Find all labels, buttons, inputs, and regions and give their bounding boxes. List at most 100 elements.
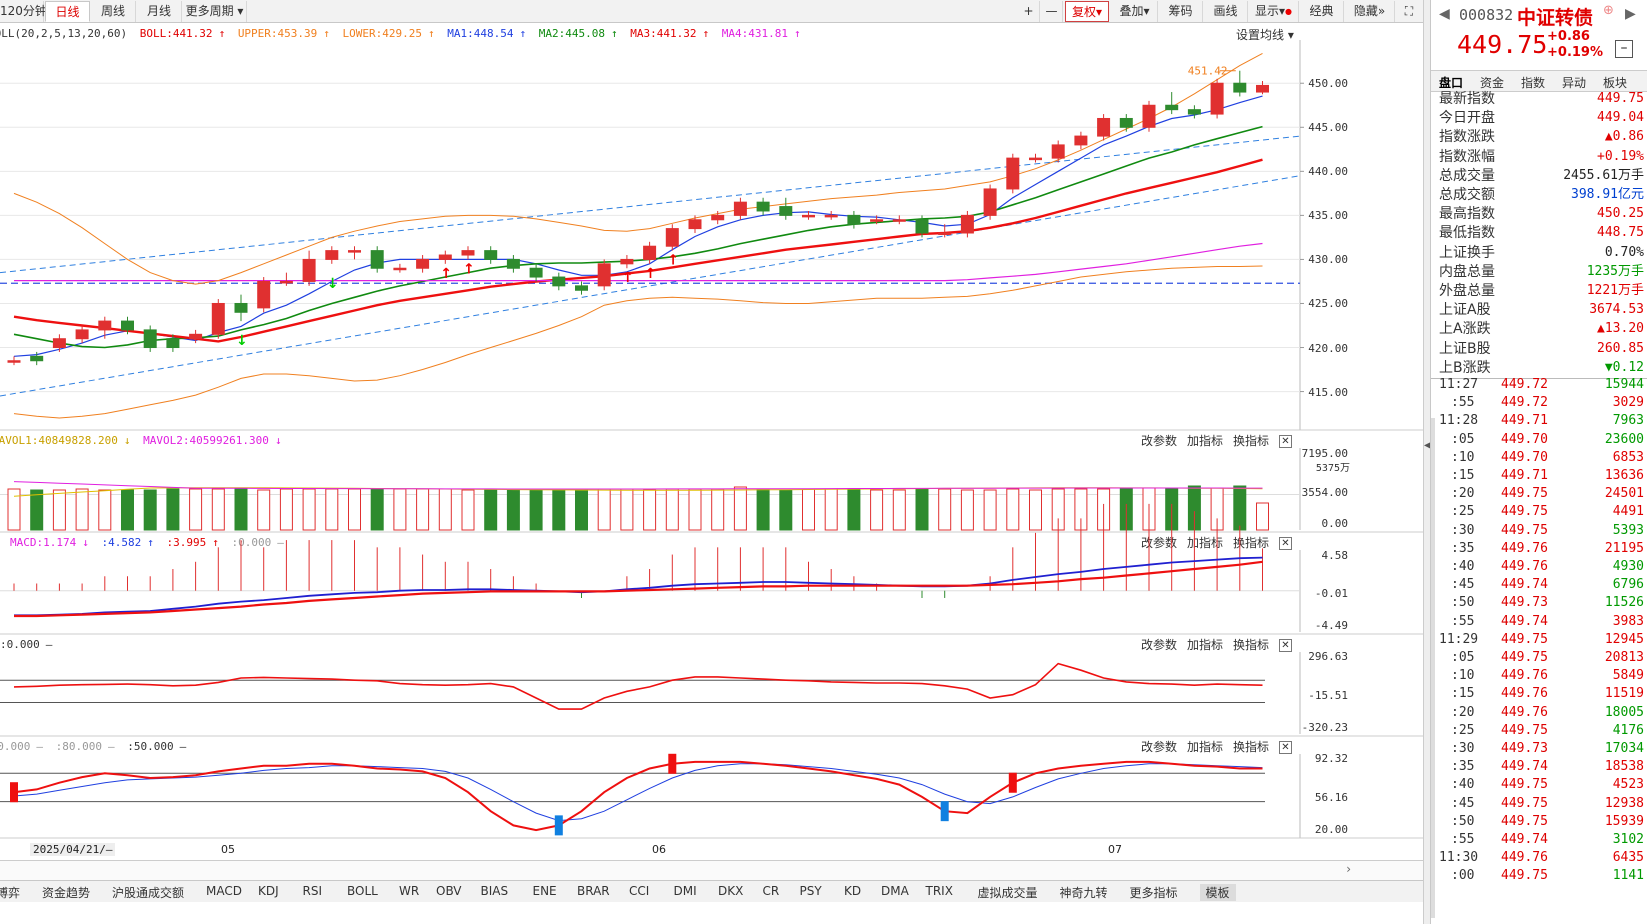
indicator-tab[interactable]: DMI: [673, 884, 697, 898]
buy-arrow-icon: ↑: [645, 266, 657, 282]
volume-bar: [438, 488, 452, 531]
edit-params-button[interactable]: 改参数: [1140, 536, 1177, 550]
quote-tab[interactable]: 资金: [1480, 76, 1505, 90]
indicator-tab[interactable]: ENE: [532, 884, 557, 898]
red-dot-icon: ●: [1285, 7, 1293, 16]
overlay-button[interactable]: 叠加▾: [1112, 1, 1158, 22]
quote-tab[interactable]: 异动: [1562, 76, 1587, 90]
indicator-tab[interactable]: KDJ: [258, 884, 279, 898]
close-icon[interactable]: ✕: [1279, 435, 1292, 448]
indicator-tab[interactable]: 神奇九转: [1059, 886, 1108, 900]
tick-time: :50: [1451, 813, 1475, 829]
indicator-tab[interactable]: 更多指标: [1129, 886, 1178, 900]
candle-body: [1256, 84, 1269, 93]
close-icon[interactable]: ✕: [1279, 741, 1292, 754]
indicator-tab[interactable]: DMA: [881, 884, 909, 898]
indicator-tab[interactable]: KD: [844, 884, 862, 898]
caret-down-icon: ▾: [237, 4, 244, 18]
period-120min-button[interactable]: 120分钟: [0, 1, 47, 22]
indicator-tab[interactable]: 虚拟成交量: [977, 886, 1038, 900]
tick-row: :35 449.74 18538: [1439, 757, 1644, 776]
classic-button[interactable]: 经典: [1300, 1, 1344, 22]
tick-row: :25 449.75 4491: [1439, 502, 1644, 521]
panel-splitter[interactable]: ◀: [1423, 0, 1432, 924]
indicator-tab[interactable]: BRAR: [577, 884, 610, 898]
indicator-tab[interactable]: 模板: [1199, 884, 1236, 901]
add-indicator-button[interactable]: 加指标: [1186, 638, 1223, 652]
close-icon[interactable]: ✕: [1279, 537, 1292, 550]
draw-line-button[interactable]: 画线: [1204, 1, 1248, 22]
kline-chart[interactable]: 451.42 ↑ ↑ ↑ ↑ ↑ ↓ ↓: [0, 0, 1423, 900]
ma3-value: MA3:441.32: [630, 27, 697, 40]
horizontal-scrollbar[interactable]: ›: [0, 860, 1423, 880]
indicator-tab[interactable]: CR: [762, 884, 780, 898]
next-stock-icon[interactable]: ▶: [1625, 6, 1636, 22]
x-axis-month-07: 07: [1108, 843, 1122, 856]
edit-params-button[interactable]: 改参数: [1140, 434, 1177, 448]
up-arrow-icon: ↑: [428, 27, 435, 40]
tick-row: :50 449.73 11526: [1439, 593, 1644, 612]
tick-row: :25 449.75 4176: [1439, 721, 1644, 740]
indicator-tab[interactable]: TRIX: [925, 884, 953, 898]
candle-body: [575, 285, 588, 291]
period-month-button[interactable]: 月线: [137, 1, 182, 22]
period-more-label: 更多周期: [185, 4, 234, 18]
zoom-out-button[interactable]: —: [1041, 1, 1063, 22]
caret-down-icon: ▾: [1287, 28, 1294, 42]
chevron-right-icon[interactable]: ›: [1346, 862, 1351, 876]
add-indicator-button[interactable]: 加指标: [1186, 434, 1223, 448]
tick-time: :40: [1451, 777, 1475, 793]
indicator-tab[interactable]: 沪股通成交额: [112, 886, 185, 900]
period-more-button[interactable]: 更多周期 ▾: [183, 1, 247, 22]
adjust-button[interactable]: 复权▾: [1065, 1, 1109, 22]
indicator-tab[interactable]: BOLL: [347, 884, 378, 898]
edit-params-button[interactable]: 改参数: [1140, 638, 1177, 652]
cci-legend: :0.000–: [0, 637, 58, 653]
tick-time: :05: [1451, 431, 1475, 447]
chips-button[interactable]: 筹码: [1159, 1, 1203, 22]
indicator-tab[interactable]: MACD: [206, 884, 242, 898]
candle-body: [234, 302, 248, 313]
edit-params-button[interactable]: 改参数: [1140, 740, 1177, 754]
favorite-icon[interactable]: ⊕: [1603, 3, 1614, 18]
minimize-icon[interactable]: –: [1615, 40, 1633, 58]
volume-bar: [348, 488, 361, 531]
zoom-in-button[interactable]: +: [1018, 1, 1040, 22]
prev-stock-icon[interactable]: ◀: [1439, 6, 1450, 22]
indicator-tab[interactable]: WR: [399, 884, 420, 898]
indicator-tab[interactable]: CCI: [629, 884, 650, 898]
indicator-tab[interactable]: OBV: [436, 884, 462, 898]
tick-volume: 3102: [1612, 832, 1644, 847]
period-day-button[interactable]: 日线: [45, 1, 90, 22]
indicator-tab[interactable]: BIAS: [480, 884, 509, 898]
indicator-tab[interactable]: DKX: [718, 884, 744, 898]
indicator-tab[interactable]: RSI: [302, 884, 323, 898]
tick-volume: 21195: [1604, 540, 1644, 556]
hide-button[interactable]: 隐藏»: [1345, 1, 1395, 22]
switch-indicator-button[interactable]: 换指标: [1232, 740, 1269, 754]
ma-settings-button[interactable]: 设置均线 ▾: [1236, 26, 1294, 43]
tick-price: 449.71: [1501, 468, 1548, 483]
candle-body: [461, 250, 475, 256]
quote-tabs: 盘口 资金 指数 异动 板块: [1431, 70, 1647, 92]
fullscreen-button[interactable]: ⛶: [1397, 1, 1421, 22]
switch-indicator-button[interactable]: 换指标: [1232, 638, 1269, 652]
switch-indicator-button[interactable]: 换指标: [1232, 434, 1269, 448]
adjust-label: 复权: [1071, 5, 1096, 19]
indicator-tab[interactable]: 博弈: [0, 886, 21, 900]
quote-label: 内盘总量: [1439, 263, 1495, 280]
quote-tab[interactable]: 盘口: [1439, 76, 1464, 90]
tick-scrollbar[interactable]: [1431, 418, 1435, 918]
indicator-tab[interactable]: 资金趋势: [42, 886, 91, 900]
period-week-button[interactable]: 周线: [91, 1, 136, 22]
add-indicator-button[interactable]: 加指标: [1186, 536, 1223, 550]
add-indicator-button[interactable]: 加指标: [1186, 740, 1223, 754]
indicator-tab[interactable]: PSY: [799, 884, 822, 898]
quote-tab[interactable]: 板块: [1603, 76, 1628, 90]
switch-indicator-button[interactable]: 换指标: [1232, 536, 1269, 550]
collapse-arrow-icon[interactable]: ◀: [1424, 440, 1432, 451]
close-icon[interactable]: ✕: [1279, 639, 1292, 652]
volume-bar: [915, 488, 929, 531]
quote-tab[interactable]: 指数: [1521, 76, 1546, 90]
display-button[interactable]: 显示▾●: [1249, 1, 1299, 22]
